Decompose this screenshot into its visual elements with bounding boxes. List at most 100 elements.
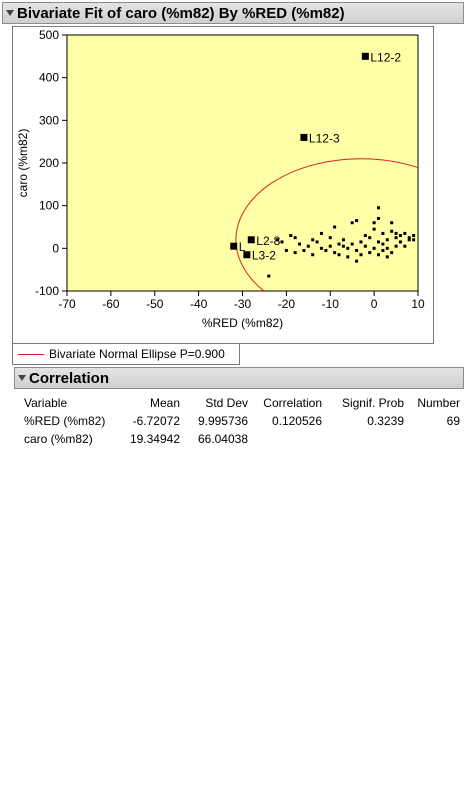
point-label: L3-2 [252, 249, 276, 263]
point-label: L12-2 [370, 50, 401, 64]
data-point [267, 274, 271, 278]
data-point [385, 238, 389, 242]
data-point [407, 238, 411, 242]
data-point [377, 216, 381, 220]
labeled-data-point [230, 242, 238, 250]
data-point [385, 255, 389, 259]
x-tick-label: 0 [371, 297, 378, 311]
data-point [381, 242, 385, 246]
column-header: Signif. Prob [341, 396, 404, 410]
y-tick-label: 300 [39, 113, 59, 127]
data-point [311, 238, 315, 242]
data-point [390, 221, 394, 225]
x-tick-label: -60 [102, 297, 120, 311]
x-tick-label: -30 [234, 297, 252, 311]
table-row: caro (%m82) 19.34942 66.04038 [24, 430, 460, 448]
data-point [381, 231, 385, 235]
data-point [372, 246, 376, 250]
data-point [298, 242, 302, 246]
data-point [398, 234, 402, 238]
data-point [372, 227, 376, 231]
data-point [394, 244, 398, 248]
table-cell [248, 430, 322, 448]
ellipse-legend-swatch [18, 353, 44, 355]
table-header-row: Variable Mean Std Dev Correlation Signif… [24, 394, 460, 412]
data-point [394, 236, 398, 240]
correlation-table: Variable Mean Std Dev Correlation Signif… [24, 394, 460, 448]
data-point [280, 240, 284, 244]
table-cell: %RED (%m82) [24, 414, 106, 428]
data-point [390, 229, 394, 233]
point-label: L2-8 [256, 234, 280, 248]
data-point [359, 253, 363, 257]
data-point [403, 244, 407, 248]
y-tick-label: 500 [39, 28, 59, 42]
data-point [328, 236, 332, 240]
data-point [412, 234, 416, 238]
data-point [377, 206, 381, 210]
data-point [302, 248, 306, 252]
table-cell [322, 430, 404, 448]
data-point [293, 251, 297, 255]
table-row: %RED (%m82) -6.72072 9.995736 0.120526 0… [24, 412, 460, 430]
labeled-data-point [243, 251, 251, 259]
correlation-header[interactable]: Correlation [14, 367, 464, 389]
disclosure-triangle-icon[interactable] [6, 10, 14, 16]
data-point [363, 234, 367, 238]
table-cell [404, 430, 460, 448]
data-point [350, 221, 354, 225]
data-point [355, 248, 359, 252]
ellipse-legend-label: Bivariate Normal Ellipse P=0.900 [49, 347, 225, 361]
data-point [381, 248, 385, 252]
data-point [328, 244, 332, 248]
data-point [377, 253, 381, 257]
table-cell: -6.72072 [132, 414, 180, 428]
y-tick-label: 200 [39, 156, 59, 170]
plot-frame: -70 -60 -50 -40 -30 -20 -10 0 10 -100 0 100 200 300 40… [12, 26, 434, 344]
point-label: L [239, 240, 246, 254]
data-point [319, 246, 323, 250]
section-title: Correlation [29, 369, 110, 387]
data-point [377, 240, 381, 244]
data-point [355, 219, 359, 223]
data-point [390, 251, 394, 255]
x-tick-label: -40 [190, 297, 208, 311]
data-point [359, 240, 363, 244]
y-tick-label: 100 [39, 199, 59, 213]
data-point [333, 251, 337, 255]
column-header: Correlation [263, 396, 322, 410]
data-point [363, 244, 367, 248]
data-point [403, 231, 407, 235]
x-tick-label: -10 [322, 297, 340, 311]
data-point [319, 231, 323, 235]
table-cell: 19.34942 [129, 432, 180, 446]
data-point [311, 253, 315, 257]
legend: Bivariate Normal Ellipse P=0.900 [12, 343, 240, 365]
data-point [341, 238, 345, 242]
bivariate-fit-header[interactable]: Bivariate Fit of caro (%m82) By %RED (%m… [2, 2, 464, 24]
labeled-data-point [300, 133, 308, 141]
scatter-plot[interactable]: -70 -60 -50 -40 -30 -20 -10 0 10-100010020030040… [13, 27, 433, 343]
column-header: Variable [24, 396, 68, 410]
column-header: Mean [149, 396, 180, 410]
density-ellipse [235, 158, 418, 291]
plot-area [66, 34, 419, 292]
labeled-data-point [361, 52, 369, 60]
data-point [385, 246, 389, 250]
data-point [412, 238, 416, 242]
report-title: Bivariate Fit of caro (%m82) By %RED (%m… [17, 4, 345, 22]
data-point [315, 240, 319, 244]
table-cell: 66.04038 [197, 432, 248, 446]
data-point [368, 236, 372, 240]
disclosure-triangle-icon[interactable] [18, 375, 26, 381]
y-tick-label: -100 [35, 284, 59, 298]
data-point [341, 244, 345, 248]
y-tick-label: 400 [39, 71, 59, 85]
data-point [337, 253, 341, 257]
labeled-data-point [247, 236, 255, 244]
data-point [355, 259, 359, 263]
table-cell: 9.995736 [197, 414, 248, 428]
column-header: Std Dev [205, 396, 248, 410]
data-point [346, 255, 350, 259]
data-point [293, 236, 297, 240]
